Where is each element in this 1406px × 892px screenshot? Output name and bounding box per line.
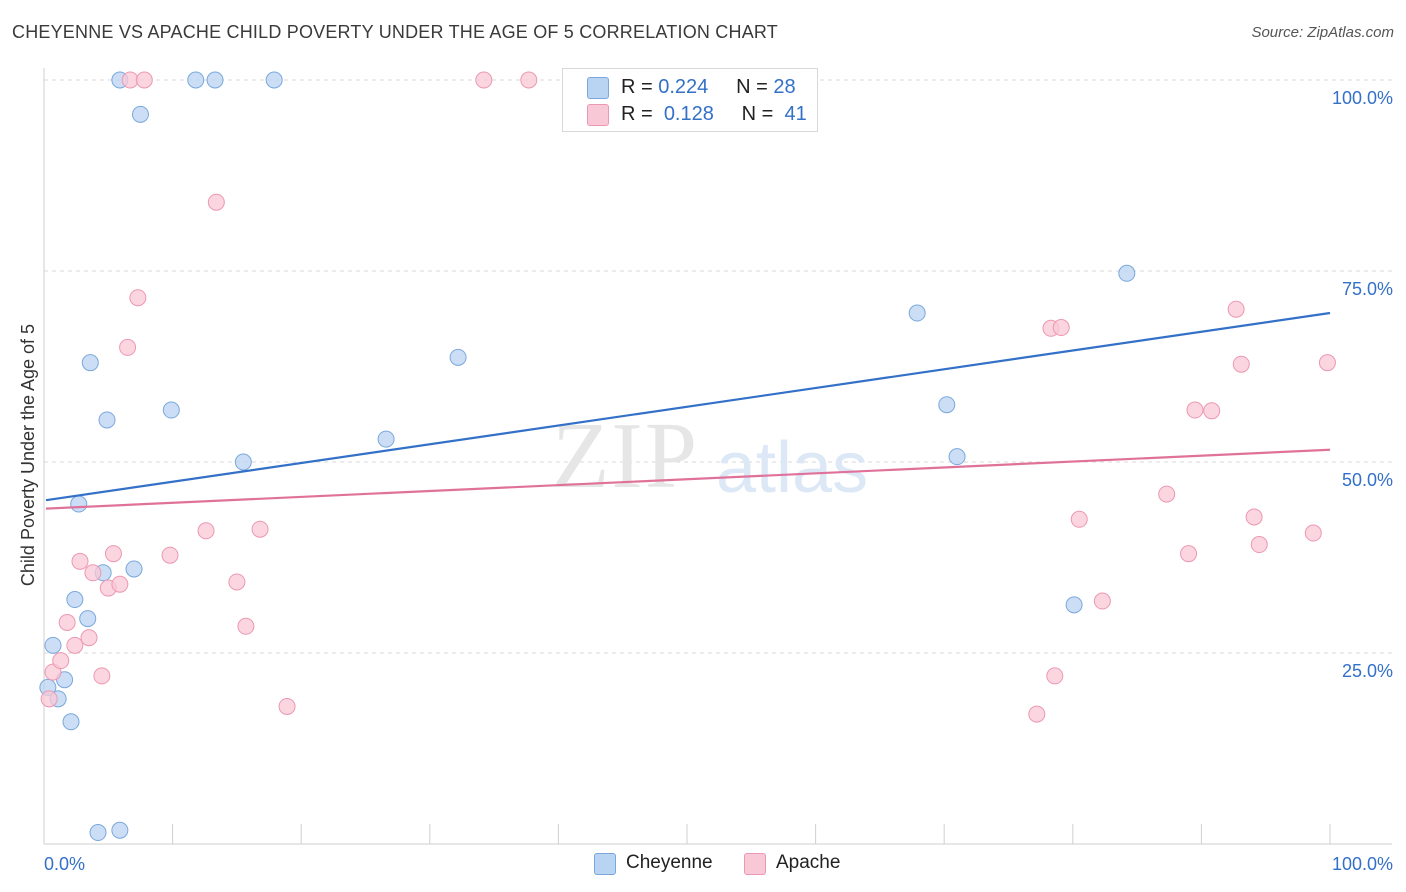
apache-point[interactable] — [1046, 667, 1064, 685]
cheyenne-point[interactable] — [206, 71, 224, 89]
apache-point[interactable] — [278, 697, 296, 715]
legend-r-label: R = — [621, 76, 653, 98]
apache-point[interactable] — [161, 546, 179, 564]
legend-n-value: 28 — [773, 76, 796, 98]
apache-point[interactable] — [71, 552, 89, 570]
cheyenne-point[interactable] — [377, 430, 395, 448]
apache-point[interactable] — [520, 71, 538, 89]
apache-point[interactable] — [1028, 705, 1046, 723]
y-tick-label: 100.0% — [1332, 88, 1393, 108]
apache-point[interactable] — [1070, 510, 1088, 528]
cheyenne-point[interactable] — [125, 560, 143, 578]
chart-title: CHEYENNE VS APACHE CHILD POVERTY UNDER T… — [12, 22, 778, 42]
correlation-legend: R = 0.224 N = 28 R = 0.128 N = 41 — [562, 68, 818, 132]
y-tick-label: 25.0% — [1342, 661, 1393, 681]
cheyenne-point[interactable] — [1118, 264, 1136, 282]
apache-point[interactable] — [1232, 355, 1250, 373]
apache-point[interactable] — [129, 289, 147, 307]
watermark-zip: ZIP — [552, 404, 699, 508]
apache-point[interactable] — [1052, 319, 1070, 337]
cheyenne-trend-line — [45, 311, 1331, 502]
cheyenne-point[interactable] — [234, 453, 252, 471]
apache-point[interactable] — [1318, 354, 1336, 372]
axis-layer — [43, 68, 1392, 845]
apache-point[interactable] — [237, 617, 255, 635]
cheyenne-label: Cheyenne — [626, 852, 713, 873]
apache-point[interactable] — [1245, 508, 1263, 526]
trend-layer — [45, 311, 1331, 510]
cheyenne-point[interactable] — [66, 591, 84, 609]
points-layer — [39, 71, 1336, 842]
cheyenne-swatch — [587, 77, 609, 99]
cheyenne-point[interactable] — [131, 105, 149, 123]
cheyenne-point[interactable] — [938, 396, 956, 414]
apache-point[interactable] — [93, 667, 111, 685]
cheyenne-point[interactable] — [44, 636, 62, 654]
cheyenne-point[interactable] — [111, 821, 129, 839]
cheyenne-swatch — [594, 853, 616, 875]
apache-point[interactable] — [84, 564, 102, 582]
apache-point[interactable] — [207, 193, 225, 211]
cheyenne-point[interactable] — [948, 448, 966, 466]
apache-point[interactable] — [104, 545, 122, 563]
grid-layer — [44, 79, 1392, 654]
x-tick-label: 100.0% — [1332, 854, 1393, 874]
legend-n-label: N = — [736, 76, 768, 98]
apache-point[interactable] — [1203, 402, 1221, 420]
apache-swatch — [587, 104, 609, 126]
cheyenne-point[interactable] — [187, 71, 205, 89]
apache-point[interactable] — [1304, 524, 1322, 542]
cheyenne-point[interactable] — [89, 824, 107, 842]
apache-point[interactable] — [52, 652, 70, 670]
cheyenne-point[interactable] — [98, 411, 116, 429]
apache-point[interactable] — [119, 338, 137, 356]
legend-r-value: 0.128 — [663, 103, 714, 125]
apache-point[interactable] — [40, 690, 58, 708]
apache-point[interactable] — [135, 71, 153, 89]
apache-point[interactable] — [66, 636, 84, 654]
apache-point[interactable] — [80, 629, 98, 647]
apache-point[interactable] — [228, 573, 246, 591]
legend-r-label: R = — [621, 103, 653, 125]
legend-n-value: 41 — [784, 103, 807, 125]
x-tick-label: 0.0% — [44, 854, 85, 874]
apache-point[interactable] — [1227, 300, 1245, 318]
watermark-atlas: atlas — [716, 428, 868, 508]
cheyenne-point[interactable] — [908, 304, 926, 322]
y-tick-label: 75.0% — [1342, 279, 1393, 299]
apache-point[interactable] — [1158, 485, 1176, 503]
apache-point[interactable] — [197, 522, 215, 540]
cheyenne-point[interactable] — [265, 71, 283, 89]
apache-point[interactable] — [121, 71, 139, 89]
apache-swatch — [744, 853, 766, 875]
cheyenne-point[interactable] — [162, 401, 180, 419]
cheyenne-point[interactable] — [81, 354, 99, 372]
apache-point[interactable] — [1093, 592, 1111, 610]
labels-layer: 25.0% 50.0% 75.0% 100.0% 0.0% 100.0% Child Pov… — [18, 88, 1393, 874]
y-tick-label: 50.0% — [1342, 470, 1393, 490]
cheyenne-point[interactable] — [449, 348, 467, 366]
cheyenne-point[interactable] — [79, 610, 97, 628]
apache-point[interactable] — [251, 520, 269, 538]
apache-point[interactable] — [1186, 401, 1204, 419]
apache-point[interactable] — [1250, 536, 1268, 554]
apache-point[interactable] — [1180, 545, 1198, 563]
legend-n-label: N = — [741, 103, 774, 125]
legend-r-value: 0.224 — [658, 76, 709, 98]
apache-label: Apache — [776, 852, 841, 873]
apache-point[interactable] — [58, 613, 76, 631]
apache-trend-line — [45, 448, 1331, 510]
apache-point[interactable] — [111, 575, 129, 593]
cheyenne-point[interactable] — [70, 495, 88, 513]
watermark: ZIP atlas — [552, 404, 868, 508]
apache-point[interactable] — [475, 71, 493, 89]
source-label: Source: ZipAtlas.com — [1251, 24, 1394, 41]
cheyenne-point[interactable] — [1065, 596, 1083, 614]
cheyenne-point[interactable] — [62, 713, 80, 731]
y-axis-label: Child Poverty Under the Age of 5 — [18, 324, 38, 586]
